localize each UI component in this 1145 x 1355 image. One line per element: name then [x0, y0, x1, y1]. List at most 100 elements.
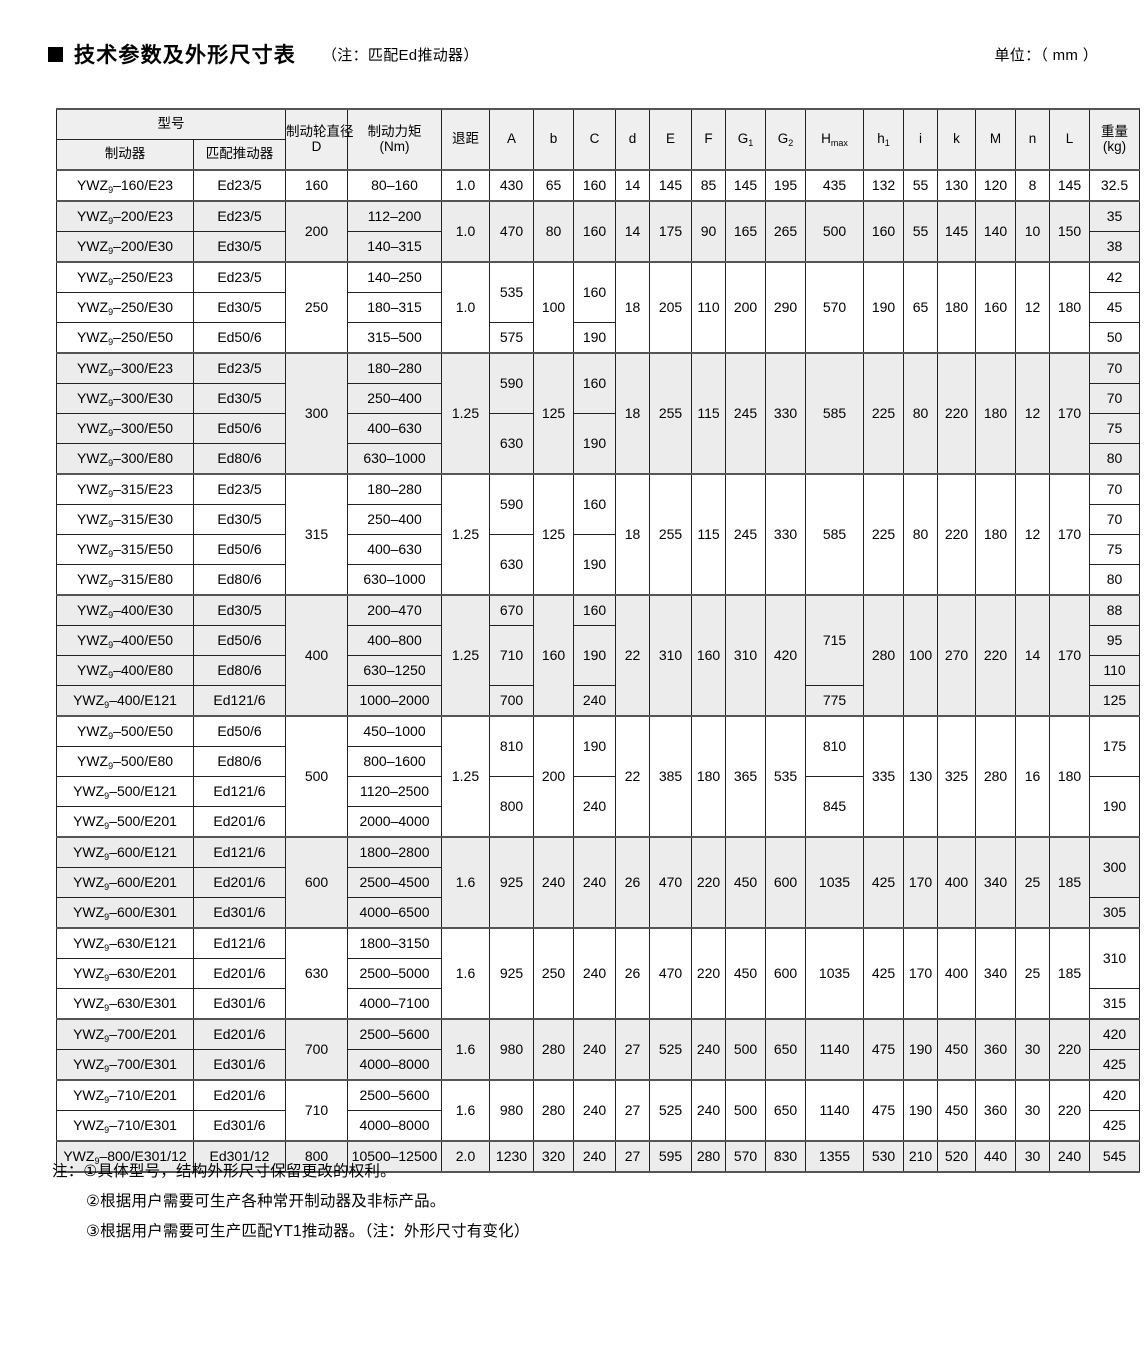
cell-model: YWZ9–200/E30: [56, 231, 194, 263]
footnote-item-1: ①具体型号，结构外形尺寸保留更改的权利。: [83, 1163, 396, 1180]
cell-A: 590: [489, 352, 534, 414]
cell-model: YWZ9–630/E201: [56, 958, 194, 989]
cell-d: 18: [615, 352, 650, 475]
cell-M: 180: [975, 352, 1016, 475]
cell-A: 700: [489, 685, 534, 717]
cell-A: 575: [489, 322, 534, 354]
cell-A: 925: [489, 927, 534, 1020]
cell-torque: 2500–5600: [347, 1018, 442, 1050]
table-row: YWZ9–630/E301 Ed301/6 4000–7100 315: [56, 988, 1140, 1020]
black-square-bullet-icon: [48, 46, 63, 62]
table-row: YWZ9–400/E30 Ed30/5 400 200–470 1.25 670 160 16…: [56, 594, 1140, 717]
cell-F: 160: [691, 594, 726, 717]
cell-model: YWZ9–500/E201: [56, 806, 194, 838]
header-C: C: [573, 108, 616, 171]
cell-pusher: Ed50/6: [193, 413, 286, 444]
footnotes: 注：①具体型号，结构外形尺寸保留更改的权利。 ②根据用户需要可生产各种常开制动器…: [52, 1157, 530, 1248]
cell-d: 22: [615, 594, 650, 717]
cell-i: 65: [903, 261, 938, 354]
cell-n: 12: [1015, 352, 1050, 475]
cell-k: 145: [937, 200, 976, 263]
cell-n: 8: [1015, 169, 1050, 202]
cell-k: 220: [937, 473, 976, 596]
cell-weight: 80: [1089, 564, 1140, 596]
cell-weight: 45: [1089, 292, 1140, 323]
cell-weight: 32.5: [1089, 169, 1140, 202]
cell-Hmax: 1140: [805, 1079, 864, 1142]
table-row: YWZ9–630/E121 Ed121/6 630 1800–3150 1.6 925 25…: [56, 927, 1140, 1020]
cell-Hmax: 435: [805, 169, 864, 202]
cell-model: YWZ9–600/E301: [56, 897, 194, 929]
cell-G2: 535: [765, 715, 806, 838]
cell-pusher: Ed23/5: [193, 200, 286, 232]
cell-model: YWZ9–710/E301: [56, 1110, 194, 1142]
cell-torque: 4000–8000: [347, 1049, 442, 1081]
cell-C: 160: [573, 169, 616, 202]
cell-pusher: Ed50/6: [193, 625, 286, 656]
cell-model: YWZ9–160/E23: [56, 169, 194, 202]
cell-model: YWZ9–600/E121: [56, 836, 194, 868]
cell-weight: 300: [1089, 836, 1140, 898]
header-torque-line1: 制动力矩: [367, 124, 422, 140]
cell-weight: 315: [1089, 988, 1140, 1020]
footnote-line-1: 注：①具体型号，结构外形尺寸保留更改的权利。: [52, 1157, 530, 1187]
header-k: k: [937, 108, 976, 171]
table-row: YWZ9–710/E301 Ed301/6 4000–8000 425: [56, 1110, 1140, 1142]
cell-weight: 38: [1089, 231, 1140, 263]
header-torque: 制动力矩 (Nm): [347, 108, 442, 171]
table-row: YWZ9–315/E80 Ed80/6 630–1000 80: [56, 564, 1140, 596]
cell-n: 25: [1015, 836, 1050, 929]
cell-model: YWZ9–600/E201: [56, 867, 194, 898]
cell-b: 240: [533, 836, 574, 929]
cell-L: 240: [1049, 1140, 1090, 1173]
cell-k: 270: [937, 594, 976, 717]
cell-Hmax: 1355: [805, 1140, 864, 1173]
cell-torque: 140–250: [347, 261, 442, 293]
header-brake: 制动器: [56, 139, 194, 171]
cell-weight: 420: [1089, 1018, 1140, 1050]
cell-torque: 250–400: [347, 383, 442, 414]
table-body: YWZ9–160/E23 Ed23/5 160 80–160 1.0 430 65 160 14…: [56, 169, 1140, 1173]
cell-C: 160: [573, 261, 616, 323]
cell-E: 525: [649, 1018, 692, 1081]
table-row: YWZ9–400/E121 Ed121/6 1000–2000 700 240 775 12…: [56, 685, 1140, 717]
cell-Hmax: 1140: [805, 1018, 864, 1081]
cell-A: 800: [489, 776, 534, 838]
cell-M: 340: [975, 836, 1016, 929]
cell-weight: 310: [1089, 927, 1140, 989]
cell-pusher: Ed201/6: [193, 1018, 286, 1050]
table-row: YWZ9–500/E121 Ed121/6 1120–2500 800 240 845 19…: [56, 776, 1140, 838]
cell-model: YWZ9–400/E121: [56, 685, 194, 717]
cell-retract: 1.0: [441, 261, 490, 354]
cell-G1: 145: [725, 169, 766, 202]
table-row: YWZ9–250/E30 Ed30/5 180–315 45: [56, 292, 1140, 323]
cell-b: 280: [533, 1079, 574, 1142]
cell-F: 115: [691, 352, 726, 475]
cell-G2: 600: [765, 927, 806, 1020]
cell-model: YWZ9–400/E50: [56, 625, 194, 656]
cell-retract: 1.25: [441, 352, 490, 475]
cell-C: 240: [573, 776, 616, 838]
cell-torque: 10500–12500: [347, 1140, 442, 1173]
cell-G1: 165: [725, 200, 766, 263]
cell-weight: 80: [1089, 443, 1140, 475]
cell-h1: 190: [863, 261, 904, 354]
cell-i: 190: [903, 1018, 938, 1081]
cell-weight: 425: [1089, 1110, 1140, 1142]
cell-M: 360: [975, 1079, 1016, 1142]
cell-d: 27: [615, 1018, 650, 1081]
cell-weight: 75: [1089, 534, 1140, 565]
table-row: YWZ9–400/E80 Ed80/6 630–1250 110: [56, 655, 1140, 686]
cell-retract: 1.0: [441, 200, 490, 263]
header-L: L: [1049, 108, 1090, 171]
cell-retract: 1.0: [441, 169, 490, 202]
cell-E: 205: [649, 261, 692, 354]
cell-pusher: Ed80/6: [193, 655, 286, 686]
unit-label: 单位：（ mm ）: [994, 46, 1098, 64]
table-row: YWZ9–710/E201 Ed201/6 710 2500–5600 1.6 980 28…: [56, 1079, 1140, 1142]
cell-n: 12: [1015, 261, 1050, 354]
cell-Hmax: 1035: [805, 836, 864, 929]
cell-G1: 570: [725, 1140, 766, 1173]
cell-weight: 305: [1089, 897, 1140, 929]
cell-model: YWZ9–300/E23: [56, 352, 194, 384]
